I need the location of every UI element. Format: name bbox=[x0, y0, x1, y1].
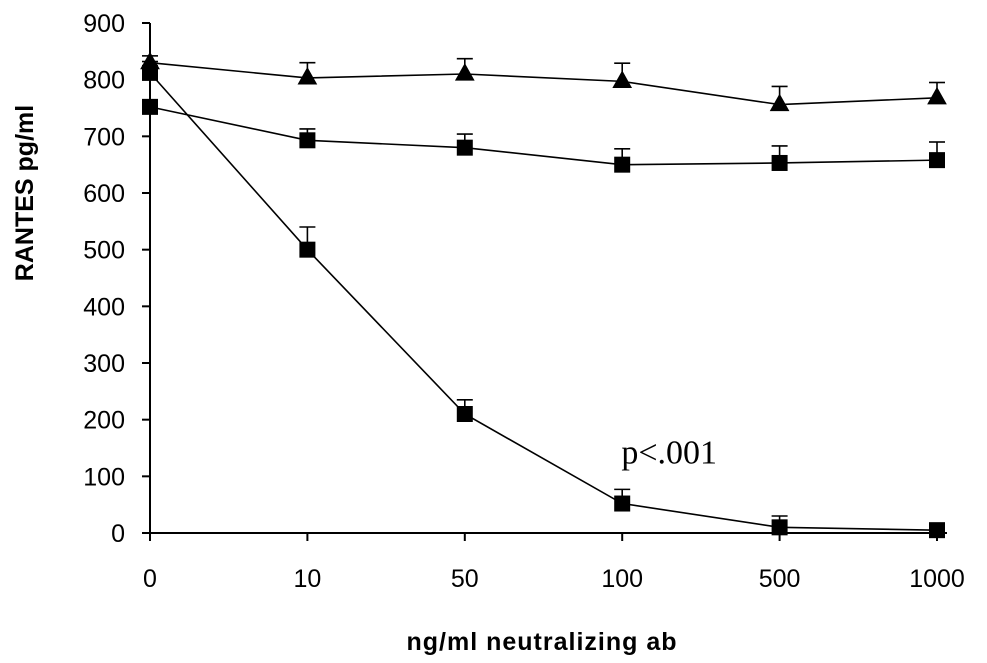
triangle-marker bbox=[297, 67, 318, 85]
triangle-marker bbox=[612, 70, 633, 88]
triangle-marker bbox=[769, 93, 790, 112]
series-2 bbox=[142, 98, 945, 173]
square-marker bbox=[929, 522, 945, 539]
series-group bbox=[140, 51, 947, 539]
y-tick-label: 300 bbox=[83, 350, 125, 378]
series-line bbox=[149, 72, 938, 531]
axes bbox=[142, 22, 947, 541]
significance-annotation: p<.001 bbox=[621, 434, 717, 471]
x-tick-label: 10 bbox=[293, 565, 321, 593]
series-line bbox=[149, 106, 938, 166]
square-marker bbox=[299, 241, 316, 258]
x-tick-label: 1000 bbox=[909, 565, 965, 593]
y-tick-label: 200 bbox=[83, 407, 125, 435]
series-line bbox=[149, 61, 938, 106]
square-marker bbox=[929, 152, 945, 169]
square-marker bbox=[614, 156, 631, 173]
series-3 bbox=[142, 60, 945, 539]
x-tick-label: 500 bbox=[759, 565, 801, 593]
triangle-marker bbox=[927, 86, 947, 105]
square-marker bbox=[771, 519, 788, 536]
y-tick-label: 900 bbox=[83, 10, 125, 38]
x-tick-label: 100 bbox=[601, 565, 643, 593]
square-marker bbox=[299, 132, 316, 149]
y-axis-label: RANTES pg/ml bbox=[11, 105, 39, 281]
y-tick-label: 400 bbox=[83, 293, 125, 321]
series-1 bbox=[140, 51, 947, 112]
square-marker bbox=[142, 64, 158, 81]
square-marker bbox=[456, 139, 473, 156]
y-tick-label: 700 bbox=[83, 123, 125, 151]
square-marker bbox=[456, 406, 473, 422]
x-tick-label: 50 bbox=[451, 565, 479, 593]
y-tick-label: 600 bbox=[83, 180, 125, 208]
x-axis-label: ng/ml neutralizing ab bbox=[406, 628, 677, 656]
x-tick-labels: 0 10 50 100 500 1000 bbox=[143, 565, 965, 593]
square-marker bbox=[771, 154, 788, 171]
y-tick-label: 100 bbox=[83, 463, 125, 491]
x-tick-label: 0 bbox=[143, 565, 157, 593]
y-tick-labels: 0 100 200 300 400 500 600 700 800 900 bbox=[83, 10, 125, 548]
y-tick-label: 800 bbox=[83, 67, 125, 95]
y-tick-label: 0 bbox=[111, 520, 125, 548]
triangle-marker bbox=[454, 63, 475, 81]
square-marker bbox=[142, 98, 158, 115]
square-marker bbox=[614, 495, 631, 512]
y-tick-label: 500 bbox=[83, 237, 125, 265]
